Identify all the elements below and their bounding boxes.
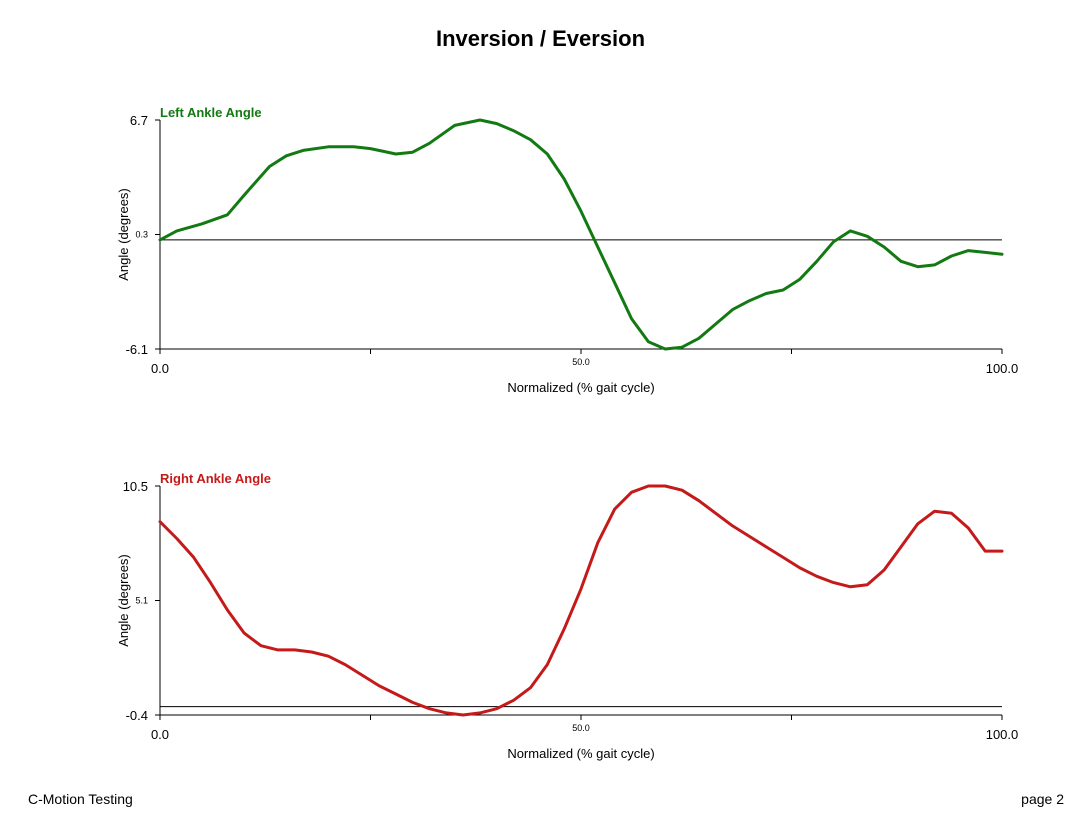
y-tick-label: -6.1 <box>126 342 148 357</box>
chart-title: Left Ankle Angle <box>160 105 262 120</box>
series-line <box>158 484 1004 717</box>
x-tick-label: 0.0 <box>151 361 169 376</box>
x-axis-label: Normalized (% gait cycle) <box>507 380 654 395</box>
right-ankle-chart: 10.5 5.1 -0.40.0 50.0 100.0 Right Ankle Angle… <box>116 471 1019 761</box>
series-line <box>158 118 1004 351</box>
footer-page-number: page 2 <box>1021 791 1064 807</box>
x-tick-label: 50.0 <box>572 723 590 733</box>
x-tick-label: 100.0 <box>986 361 1019 376</box>
x-tick-label: 0.0 <box>151 727 169 742</box>
footer-company: C-Motion Testing <box>28 791 133 807</box>
x-tick-label: 100.0 <box>986 727 1019 742</box>
y-tick-label: 10.5 <box>123 479 148 494</box>
y-tick-label: 0.3 <box>135 230 148 240</box>
x-tick-label: 50.0 <box>572 357 590 367</box>
chart-title: Right Ankle Angle <box>160 471 271 486</box>
y-tick-label: -0.4 <box>126 708 148 723</box>
y-tick-label: 6.7 <box>130 113 148 128</box>
y-tick-label: 5.1 <box>135 596 148 606</box>
y-axis-label: Angle (degrees) <box>116 188 131 281</box>
left-ankle-chart: 6.7 0.3 -6.10.0 50.0 100.0 Left Ankle Angle No… <box>116 105 1019 395</box>
page-title: Inversion / Eversion <box>435 26 646 51</box>
x-axis-label: Normalized (% gait cycle) <box>507 746 654 761</box>
y-axis-label: Angle (degrees) <box>116 554 131 647</box>
